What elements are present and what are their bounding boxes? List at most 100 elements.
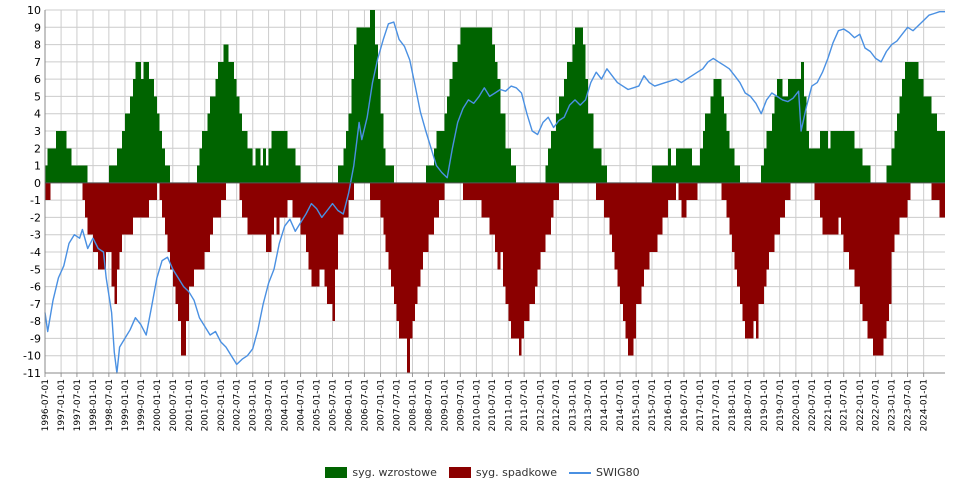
legend-label-swig80: SWIG80 [596, 466, 640, 479]
x-tick-label: 2001-07-01 [201, 379, 211, 431]
signal-bar [204, 182, 211, 252]
signal-bar [899, 96, 903, 183]
signal-bar [337, 182, 344, 235]
signal-bar [614, 182, 618, 270]
signal-bar [582, 44, 586, 183]
signal-bar [196, 165, 200, 183]
signal-bar [45, 182, 51, 201]
signal-bar [210, 182, 213, 235]
signal-bar [463, 182, 482, 201]
signal-bar [497, 182, 501, 270]
signal-bar [819, 182, 823, 218]
y-tick-label: -3 [30, 229, 41, 242]
signal-bar [383, 148, 386, 183]
legend-swatch-up [325, 467, 348, 478]
x-tick-label: 2022-01-01 [856, 379, 866, 431]
signal-bar [159, 131, 163, 183]
signal-bar [353, 44, 357, 183]
signal-bar [537, 182, 541, 270]
signal-bar [729, 148, 735, 183]
signal-bar [931, 113, 937, 183]
signal-bar [252, 165, 256, 183]
signal-bar [923, 96, 932, 183]
signal-bar [785, 182, 791, 201]
signal-bar [407, 182, 410, 373]
signal-bar [548, 148, 551, 183]
signal-bar [497, 79, 501, 183]
signal-bar [668, 148, 671, 183]
signal-bar [806, 131, 810, 183]
legend-item-up[interactable]: syg. wzrostowe [325, 466, 437, 479]
x-tick-label: 2012-07-01 [552, 379, 562, 431]
x-tick-label: 2000-01-01 [153, 379, 163, 431]
signal-bar [132, 182, 149, 218]
signal-bar [391, 182, 394, 287]
signal-bar [186, 182, 189, 322]
signal-bar [172, 182, 176, 287]
x-tick-label: 2010-01-01 [472, 379, 482, 431]
legend-item-swig80[interactable]: SWIG80 [569, 466, 640, 479]
swig80-line-layer [44, 11, 945, 374]
signal-bar [274, 182, 277, 218]
signal-bar [681, 182, 687, 218]
signal-bar [247, 148, 253, 183]
signal-bar [732, 182, 735, 252]
y-tick-label: -7 [30, 298, 41, 311]
signal-bar [723, 113, 727, 183]
signal-bar [854, 148, 863, 183]
signal-bar [383, 182, 386, 235]
x-tick-label: 2014-07-01 [616, 379, 626, 431]
x-tick-label: 2018-01-01 [728, 379, 738, 431]
signal-bar [686, 182, 698, 201]
x-tick-label: 2008-07-01 [424, 379, 434, 431]
signal-bar [436, 131, 445, 183]
legend-swatch-down [448, 467, 471, 478]
signal-bar [260, 165, 264, 183]
x-tick-label: 2020-01-01 [792, 379, 802, 431]
signal-bar [180, 182, 187, 356]
signal-bar [263, 148, 266, 183]
signal-bar [734, 182, 738, 270]
x-tick-label: 2010-07-01 [488, 379, 498, 431]
signal-bar [771, 113, 775, 183]
signal-bar [447, 96, 450, 183]
signal-bar [529, 182, 535, 304]
x-tick-label: 1999-01-01 [121, 379, 131, 431]
signal-bar [271, 131, 288, 183]
y-tick-label: 0 [34, 177, 41, 190]
y-tick-label: -1 [30, 194, 41, 207]
signal-bar [521, 182, 525, 339]
signal-bar [779, 182, 786, 218]
legend-label-down: syg. spadkowe [475, 466, 558, 479]
signal-bar [428, 182, 434, 235]
signal-bar [766, 182, 770, 270]
signal-bar [170, 182, 173, 270]
legend-item-down[interactable]: syg. spadkowe [448, 466, 558, 479]
signal-bar [265, 165, 269, 183]
signal-bar [156, 113, 160, 183]
signal-bar [518, 182, 522, 356]
signal-bar [838, 182, 842, 218]
x-tick-label: 2004-01-01 [281, 379, 291, 431]
signal-bar [265, 182, 272, 252]
signal-bar [130, 96, 133, 183]
signal-bar [540, 182, 546, 252]
signal-bar [215, 79, 219, 183]
x-tick-label: 2021-01-01 [824, 379, 834, 431]
signal-bar [199, 148, 203, 183]
signal-bar [636, 182, 642, 304]
signal-bar [612, 182, 615, 252]
signal-bar [348, 113, 352, 183]
signal-bar [721, 182, 727, 201]
x-tick-label: 2002-07-01 [233, 379, 243, 431]
signal-bar [433, 182, 440, 218]
signal-bar [375, 44, 378, 183]
signal-bar [417, 182, 421, 287]
signal-bar [220, 182, 226, 201]
signal-bar [119, 182, 123, 252]
signal-bar [420, 182, 424, 270]
signal-bar [167, 182, 171, 252]
signal-bar [883, 182, 887, 339]
signal-bar [324, 182, 328, 287]
signal-bar [343, 148, 346, 183]
